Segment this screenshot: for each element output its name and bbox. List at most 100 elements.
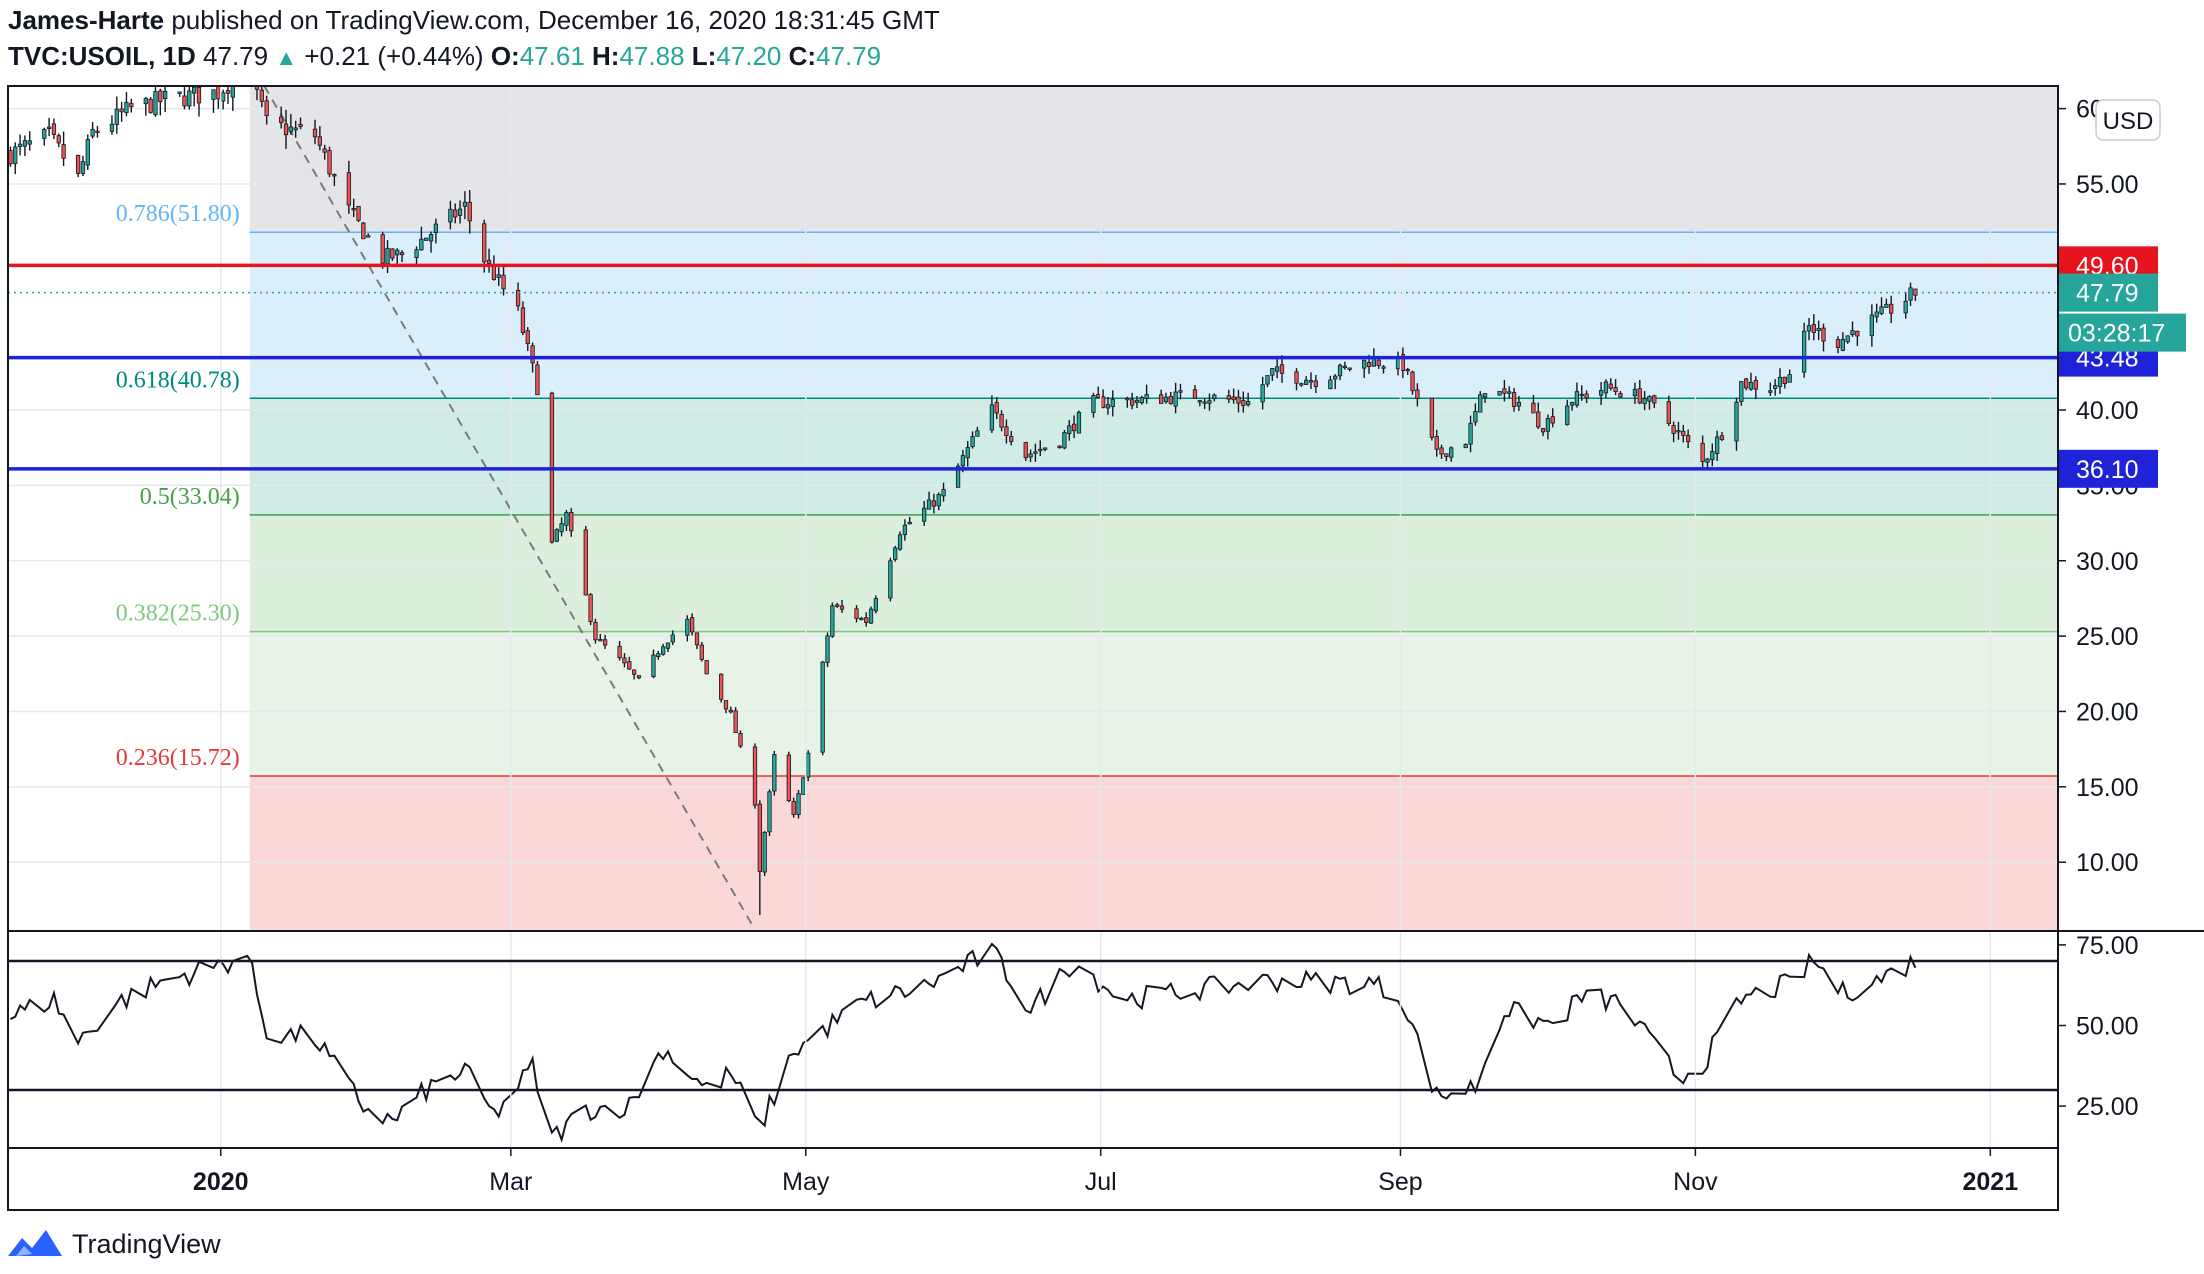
candle-body <box>1468 422 1473 445</box>
candle-body <box>1642 398 1647 405</box>
candle-body <box>1816 327 1821 331</box>
candle-body <box>332 174 337 177</box>
level-price-tag-label: 36.10 <box>2076 456 2139 484</box>
candle-body <box>1125 397 1130 401</box>
candle-body <box>1540 428 1546 433</box>
last-price: 47.79 <box>203 41 269 71</box>
candle-body <box>1042 447 1048 450</box>
candle-body <box>1308 380 1314 383</box>
candle-body <box>1685 435 1691 443</box>
x-axis-tick-label: Sep <box>1378 1168 1422 1196</box>
candle-body <box>95 130 100 133</box>
candle-body <box>1226 395 1231 400</box>
candle-body <box>767 791 772 833</box>
candle-body <box>317 136 322 146</box>
candle-body <box>1889 303 1894 314</box>
candle-body <box>1681 430 1686 436</box>
candle-body <box>1608 383 1613 389</box>
candle-body <box>893 547 898 560</box>
candle-body <box>694 632 700 646</box>
candle-body <box>264 100 269 117</box>
candle-body <box>225 90 231 94</box>
candle-body <box>1637 388 1642 404</box>
candle-body <box>617 645 622 659</box>
candle-body <box>965 447 970 459</box>
candle-body <box>835 604 840 607</box>
candle-body <box>501 274 506 290</box>
publish-line: James-Harte published on TradingView.com… <box>8 2 940 38</box>
candle-body <box>1362 359 1367 369</box>
rsi-axis-tick-label: 75.00 <box>2076 932 2139 960</box>
author-name[interactable]: James-Harte <box>8 5 165 35</box>
candle-body <box>1569 402 1575 406</box>
fib-level-label: 0.786(51.80) <box>116 201 240 227</box>
candle-body <box>719 673 724 700</box>
close-label: C: <box>788 41 817 71</box>
candle-body <box>1855 330 1860 337</box>
candle-body <box>46 126 52 129</box>
candle-body <box>1313 380 1318 387</box>
candle-body <box>1023 442 1028 459</box>
chart-header: James-Harte published on TradingView.com… <box>8 2 940 76</box>
candle-body <box>119 108 124 113</box>
candle-body <box>1270 368 1275 376</box>
candle-body <box>467 201 472 222</box>
candle-body <box>1236 396 1241 404</box>
candle-body <box>1429 397 1435 438</box>
candle-body <box>356 206 361 221</box>
candle-body <box>825 635 830 663</box>
candle-body <box>1603 381 1609 394</box>
candle-body <box>864 617 869 623</box>
candle-body <box>1835 339 1841 348</box>
x-axis-tick-label: Nov <box>1673 1168 1718 1196</box>
candle-body <box>1536 411 1541 428</box>
tradingview-logo-icon[interactable] <box>6 1226 64 1262</box>
candle-body <box>457 208 463 216</box>
candle-body <box>1212 394 1217 400</box>
candle-body <box>1618 393 1623 398</box>
symbol-name[interactable]: TVC:USOIL, 1D <box>8 41 196 71</box>
candle-body <box>211 89 216 100</box>
candle-body <box>1613 387 1618 392</box>
candle-body <box>598 639 603 642</box>
candle-body <box>1632 388 1638 397</box>
x-axis-tick-label: May <box>782 1168 830 1196</box>
candle-body <box>109 123 115 132</box>
candle-body <box>989 404 995 431</box>
candle-body <box>13 146 18 165</box>
fib-zone <box>249 514 2058 632</box>
candle-body <box>462 201 468 207</box>
x-axis-tick-label: 2021 <box>1962 1168 2018 1196</box>
y-axis-tick-label: 55.00 <box>2076 171 2139 199</box>
candle-body <box>143 98 148 105</box>
candle-body <box>1676 430 1681 433</box>
candle-body <box>1139 397 1144 404</box>
published-text: published on TradingView.com, December 1… <box>171 5 940 35</box>
candle-body <box>602 639 608 646</box>
candle-body <box>1903 300 1908 314</box>
candle-body <box>1328 379 1333 390</box>
brand-name[interactable]: TradingView <box>72 1228 221 1259</box>
candle-body <box>1366 362 1372 368</box>
candle-body <box>854 608 859 619</box>
price-pane <box>8 72 2058 930</box>
candle-body <box>390 248 395 259</box>
candle-body <box>902 524 908 535</box>
fib-level-label: 0.5(33.04) <box>140 484 240 510</box>
candle-body <box>1091 395 1096 413</box>
candle-body <box>1647 396 1652 402</box>
price-change: +0.21 (+0.44%) <box>304 41 484 71</box>
candle-body <box>259 89 264 102</box>
candle-body <box>1516 401 1522 407</box>
candle-body <box>1714 436 1720 454</box>
candle-body <box>888 560 893 599</box>
candle-body <box>85 139 90 166</box>
fib-zone <box>249 232 2058 399</box>
candle-body <box>564 512 569 526</box>
candle-body <box>1719 435 1725 440</box>
candle-body <box>250 72 253 74</box>
currency-label: USD <box>2103 108 2154 135</box>
candle-body <box>322 148 327 153</box>
candle-body <box>346 172 352 206</box>
